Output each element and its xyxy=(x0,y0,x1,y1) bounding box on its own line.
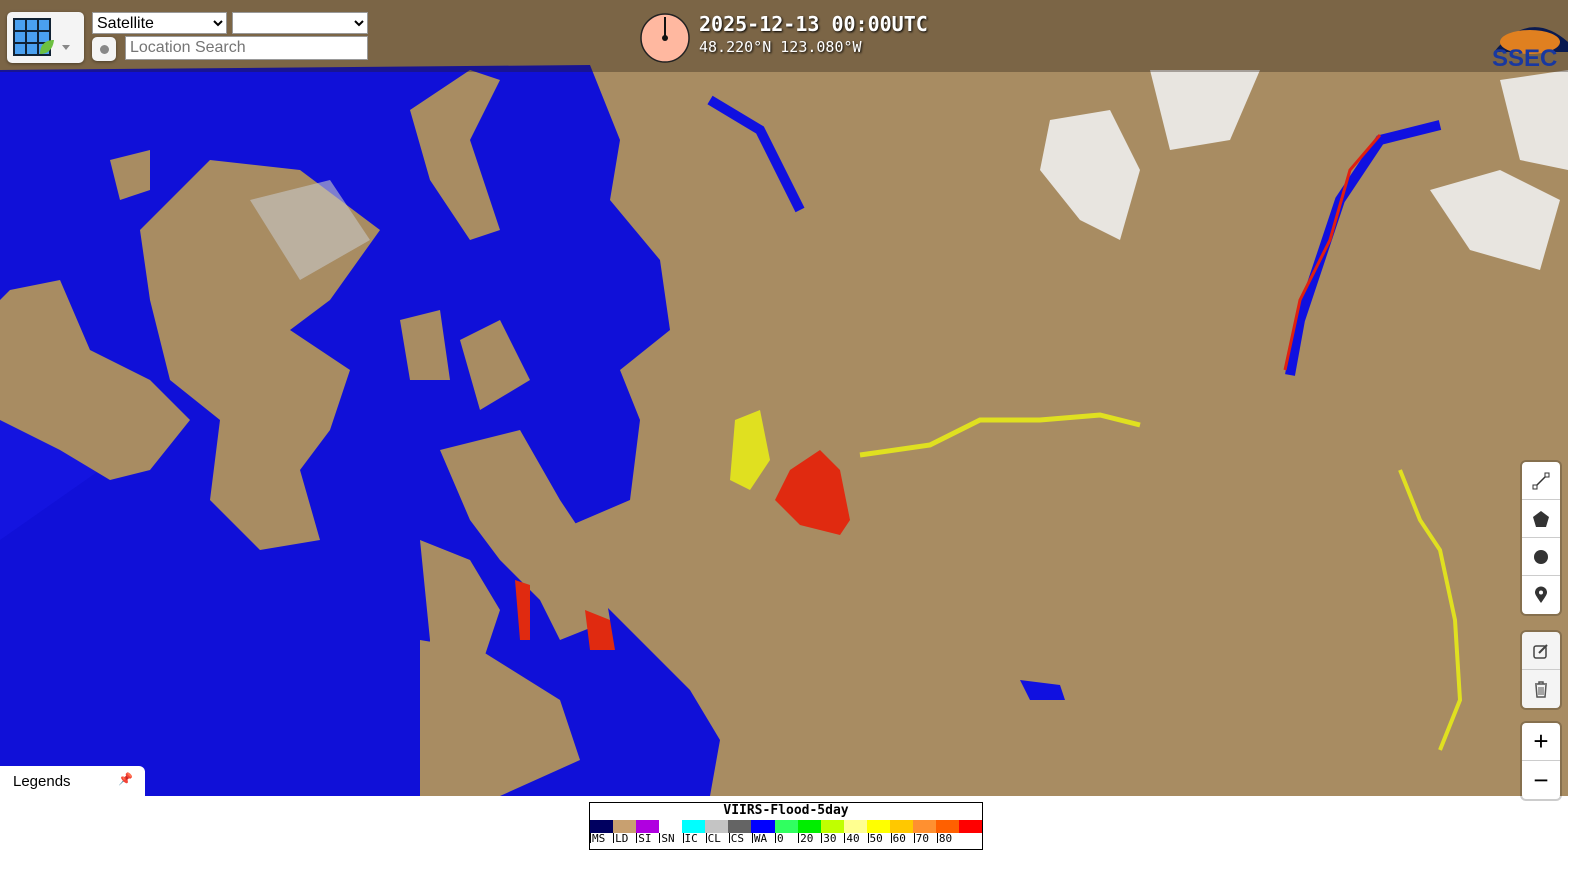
legend-swatch xyxy=(751,820,775,833)
legend-swatch xyxy=(843,820,867,833)
legend-swatch xyxy=(935,820,959,833)
layer-select[interactable]: Satellite xyxy=(92,12,227,34)
legend-swatch xyxy=(912,820,936,833)
legend-colorbar: VIIRS-Flood-5day MS LD SI SN IC CL CS WA 0 20 30 40… xyxy=(589,802,983,850)
zoom-control: + − xyxy=(1522,723,1560,799)
legend-label: 80 xyxy=(936,829,960,845)
legend-labels: MS LD SI SN IC CL CS WA 0 20 30 40 50 60 70 80 xyxy=(590,829,982,845)
legend-label: LD xyxy=(613,829,636,845)
coordinates-text: 48.220°N 123.080°W xyxy=(699,38,862,56)
layers-grid-icon xyxy=(13,18,70,56)
legend-swatch xyxy=(889,820,913,833)
draw-circle-button[interactable] xyxy=(1522,538,1560,576)
legend-label: MS xyxy=(590,829,613,845)
polyline-icon xyxy=(1532,472,1550,489)
legend-title: VIIRS-Flood-5day xyxy=(723,803,849,818)
location-search-input[interactable] xyxy=(125,36,368,60)
trash-icon xyxy=(1535,681,1547,698)
datetime-display: 2025-12-13 00:00UTC 48.220°N 123.080°W xyxy=(699,12,928,56)
dot-icon xyxy=(99,44,109,54)
map-imagery xyxy=(0,65,1568,796)
edit-toolbar xyxy=(1522,632,1560,708)
legend-label: WA xyxy=(751,829,775,845)
legend-swatch xyxy=(774,820,798,833)
edit-layers-button[interactable] xyxy=(1522,632,1560,670)
legend-label: 30 xyxy=(821,829,844,845)
legend-label: 0 xyxy=(775,829,798,845)
legends-tab[interactable]: Legends 📌 xyxy=(0,766,145,796)
ssec-logo[interactable]: SSEC xyxy=(1490,12,1568,72)
legend-swatch xyxy=(705,820,729,833)
legend-label: 50 xyxy=(867,829,891,845)
legend-swatch xyxy=(682,820,706,833)
legend-label: 60 xyxy=(890,829,914,845)
legend-label: CL xyxy=(705,829,729,845)
legend-swatch xyxy=(659,820,683,833)
draw-polyline-button[interactable] xyxy=(1522,462,1560,500)
draw-polygon-button[interactable] xyxy=(1522,500,1560,538)
legend-swatch xyxy=(636,820,660,833)
legend-swatch xyxy=(959,820,983,833)
basemap-button[interactable] xyxy=(7,12,84,63)
circle-icon xyxy=(1534,549,1548,564)
zoom-out-button[interactable]: − xyxy=(1533,764,1549,795)
legend-label: CS xyxy=(728,829,752,845)
pentagon-icon xyxy=(1533,510,1549,527)
legends-tab-label: Legends xyxy=(13,773,71,790)
datetime-text: 2025-12-13 00:00UTC xyxy=(699,12,928,36)
secondary-select[interactable] xyxy=(232,12,368,34)
draw-marker-button[interactable] xyxy=(1522,576,1560,614)
clock-icon[interactable] xyxy=(639,12,691,64)
legend-swatches xyxy=(590,820,983,833)
legend-label: SN xyxy=(659,829,682,845)
legend-label: IC xyxy=(682,829,706,845)
draw-toolbar xyxy=(1522,462,1560,614)
legend-swatch xyxy=(797,820,821,833)
legend-swatch xyxy=(866,820,890,833)
pin-icon[interactable]: 📌 xyxy=(118,772,133,786)
locate-button[interactable] xyxy=(92,37,116,61)
map[interactable] xyxy=(0,0,1568,796)
legend-label: 40 xyxy=(844,829,867,845)
legend-swatch xyxy=(590,820,614,833)
legend-label: SI xyxy=(636,829,659,845)
legend-swatch xyxy=(820,820,844,833)
legend-label: 70 xyxy=(913,829,937,845)
map-pin-icon xyxy=(1535,586,1547,603)
delete-layers-button[interactable] xyxy=(1522,670,1560,708)
legend-swatch xyxy=(728,820,752,833)
globe-icon: SSEC xyxy=(1492,27,1568,72)
edit-icon xyxy=(1533,643,1548,659)
svg-text:SSEC: SSEC xyxy=(1492,45,1557,68)
legend-swatch xyxy=(613,820,637,833)
zoom-in-button[interactable]: + xyxy=(1522,723,1560,761)
legend-label: 20 xyxy=(798,829,821,845)
